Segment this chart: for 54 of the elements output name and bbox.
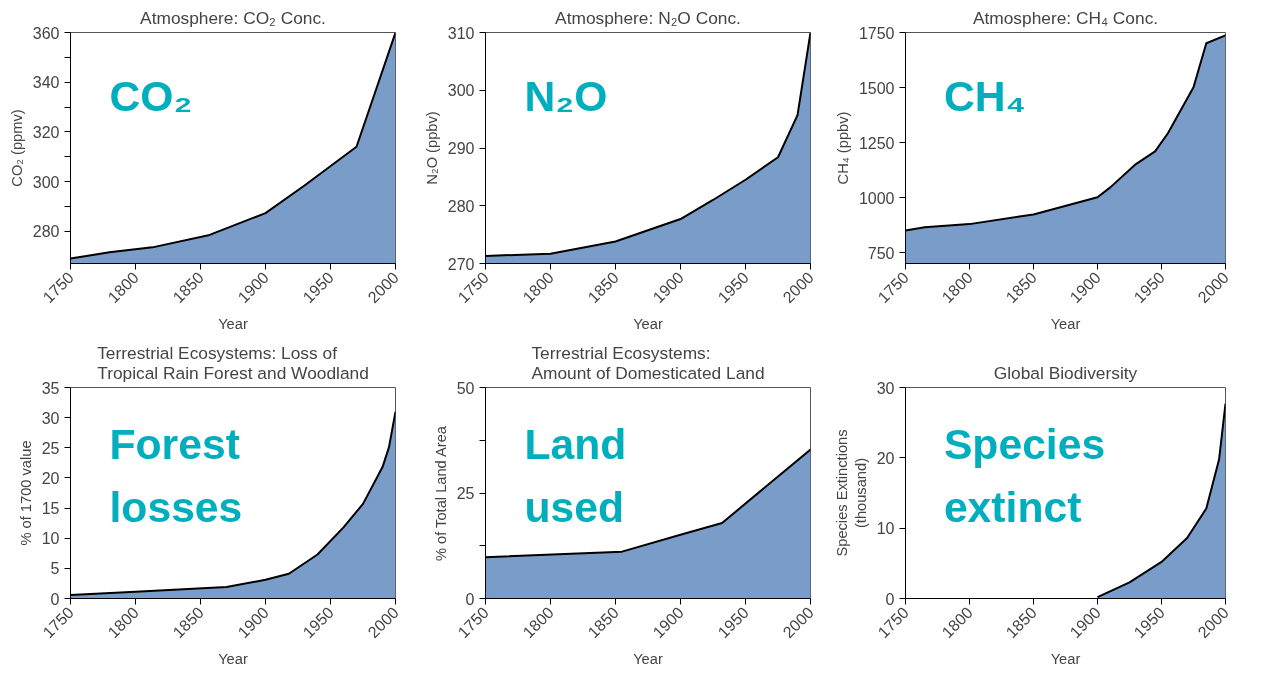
annotation: CH₄ xyxy=(943,72,1026,121)
y-axis-title: % of Total Land Area xyxy=(432,425,449,562)
y-tick-label: 750 xyxy=(867,244,895,262)
annotation: Land used xyxy=(524,419,627,531)
annotation: Species extinct xyxy=(943,419,1106,531)
y-axis-title: Species Extinctions (thousand) xyxy=(833,429,869,557)
chart-title: Terrestrial Ecosystems: Amount of Domesticated Land xyxy=(531,342,765,383)
y-tick-label: 50 xyxy=(456,379,475,397)
y-tick-label: 10 xyxy=(876,520,895,538)
y-tick-label: 1250 xyxy=(858,134,895,152)
y-tick-label: 20 xyxy=(876,449,895,467)
y-tick-label: 0 xyxy=(885,590,895,608)
y-tick-label: 340 xyxy=(32,74,60,92)
x-axis-title: Year xyxy=(633,651,663,668)
y-tick-label: 270 xyxy=(447,255,475,273)
chart-title: Atmosphere: CH₄ Conc. xyxy=(972,7,1159,28)
x-axis-title: Year xyxy=(218,651,248,668)
y-tick-label: 30 xyxy=(876,379,895,397)
y-tick-label: 25 xyxy=(456,485,475,502)
y-axis-title: CO₂ (ppmv) xyxy=(8,109,25,187)
y-tick-label: 10 xyxy=(41,530,60,548)
annotation: Forest losses xyxy=(109,419,243,531)
y-tick-label: 280 xyxy=(32,223,60,241)
y-tick-label: 300 xyxy=(447,82,475,100)
x-axis-title: Year xyxy=(633,316,663,333)
y-axis-title: % of 1700 value xyxy=(17,440,34,546)
y-tick-label: 0 xyxy=(465,590,475,608)
annotation: CO₂ xyxy=(109,72,193,121)
x-axis-title: Year xyxy=(1050,651,1081,668)
y-tick-label: 300 xyxy=(32,173,60,191)
y-tick-label: 290 xyxy=(447,140,475,157)
y-tick-label: 5 xyxy=(50,560,60,578)
y-tick-label: 35 xyxy=(41,379,60,397)
y-tick-label: 1500 xyxy=(858,79,895,97)
y-tick-label: 30 xyxy=(41,409,60,427)
x-axis-title: Year xyxy=(218,316,248,333)
y-tick-label: 0 xyxy=(50,590,60,608)
chart-title: Atmosphere: N₂O Conc. xyxy=(555,7,741,28)
y-tick-label: 280 xyxy=(447,197,475,215)
x-axis-title: Year xyxy=(1050,316,1081,333)
y-tick-label: 360 xyxy=(32,24,60,42)
y-tick-label: 320 xyxy=(32,123,60,141)
y-tick-label: 25 xyxy=(41,439,60,457)
chart-title: Global Biodiversity xyxy=(993,362,1138,383)
chart-title: Terrestrial Ecosystems: Loss of Tropical Rain Forest and Woodland xyxy=(97,342,369,383)
chart-title: Atmosphere: CO₂ Conc. xyxy=(140,7,326,28)
y-tick-label: 1750 xyxy=(858,24,895,42)
y-tick-label: 1000 xyxy=(858,189,895,207)
y-tick-label: 15 xyxy=(41,500,60,518)
y-tick-label: 20 xyxy=(41,469,60,487)
y-axis-title: N₂O (ppbv) xyxy=(423,111,440,185)
y-axis-title: CH₄ (ppbv) xyxy=(834,111,851,185)
y-tick-label: 310 xyxy=(447,24,475,42)
annotation: N₂O xyxy=(524,72,608,121)
